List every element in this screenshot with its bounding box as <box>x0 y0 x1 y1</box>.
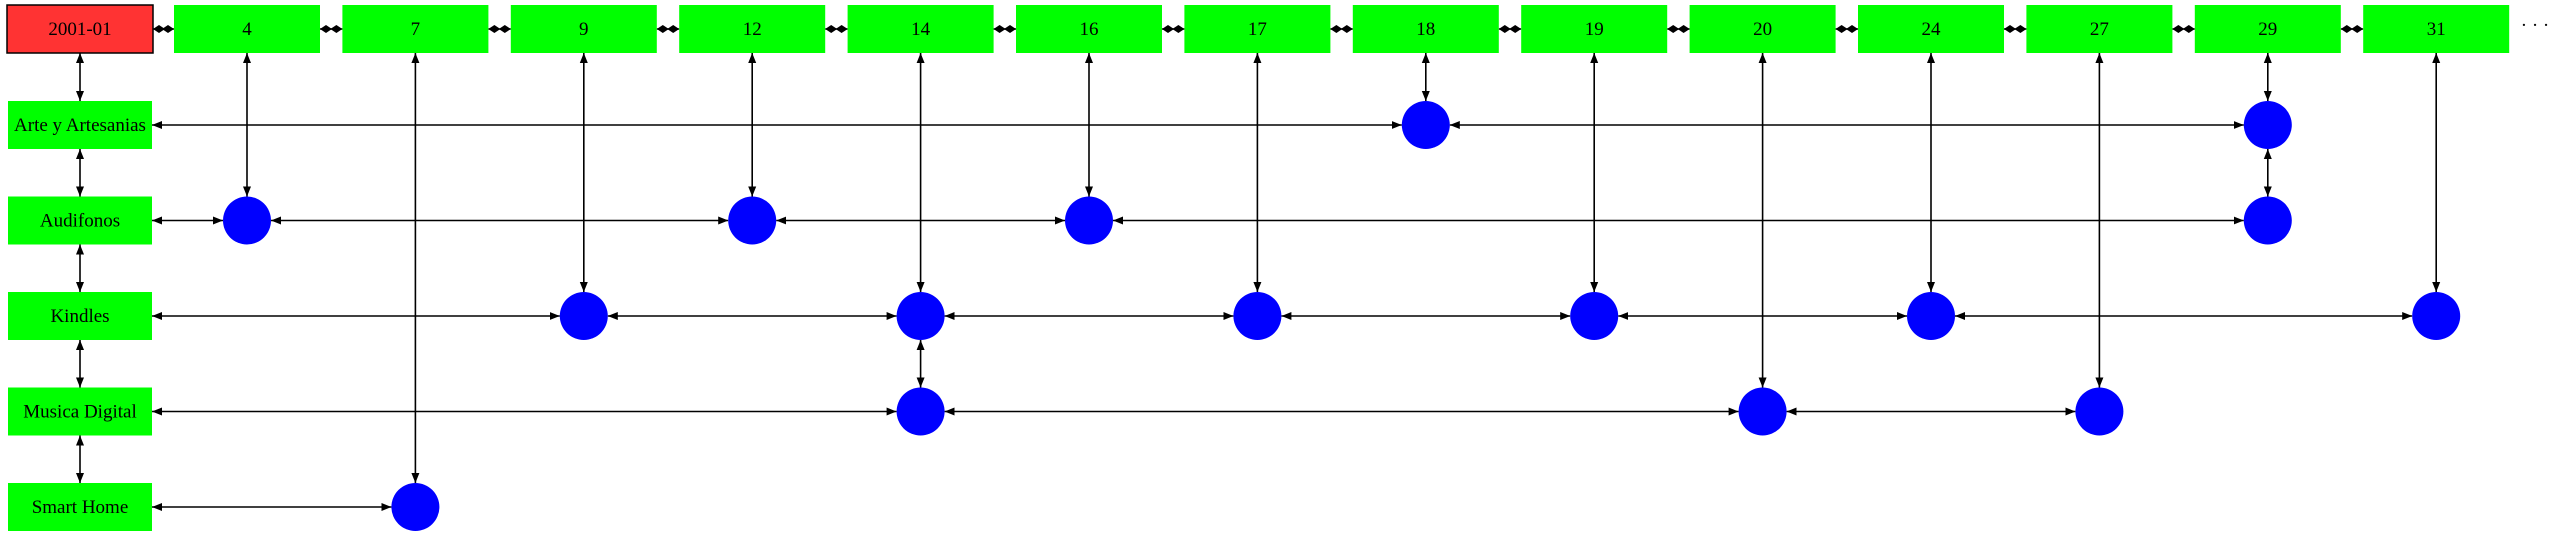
event-node-14-musica-digital <box>896 387 945 436</box>
day-node-label-9: 9 <box>579 19 589 40</box>
day-node-label-14: 14 <box>911 19 931 40</box>
edges-layer <box>76 25 2441 511</box>
continuation-dots: · · · <box>2521 15 2549 36</box>
day-node-20 <box>1689 5 1836 53</box>
event-node-4-audifonos <box>223 196 271 245</box>
category-node-label-kindles: Kindles <box>50 306 109 327</box>
category-node-label-audifonos: Audifonos <box>40 211 120 232</box>
start-node <box>6 4 154 54</box>
category-node-label-musica-digital: Musica Digital <box>23 402 136 423</box>
day-node-12 <box>679 5 826 53</box>
category-node-smart-home <box>8 483 152 531</box>
day-node-label-7: 7 <box>411 19 421 40</box>
category-node-musica-digital <box>8 387 152 436</box>
day-node-18 <box>1352 5 1499 53</box>
event-node-24-kindles <box>1907 292 1955 340</box>
day-node-27 <box>2026 5 2173 53</box>
day-node-7 <box>342 5 489 53</box>
event-node-14-kindles <box>896 292 945 340</box>
day-node-24 <box>1858 5 2004 53</box>
day-node-29 <box>2194 5 2341 53</box>
start-node-label: 2001-01 <box>48 19 111 40</box>
event-node-9-kindles <box>559 292 608 340</box>
event-node-19-kindles <box>1570 292 1619 340</box>
category-node-audifonos <box>8 196 152 245</box>
event-node-18-arte-y-artesanias <box>1401 101 1450 149</box>
day-node-4 <box>174 5 320 53</box>
day-node-9 <box>510 5 657 53</box>
category-node-arte-y-artesanias <box>8 101 152 149</box>
day-node-label-16: 16 <box>1080 19 1099 40</box>
event-node-7-smart-home <box>391 483 440 531</box>
day-node-19 <box>1521 5 1668 53</box>
day-node-17 <box>1184 5 1331 53</box>
event-node-20-musica-digital <box>1738 387 1787 436</box>
event-node-31-kindles <box>2412 292 2461 340</box>
day-node-label-19: 19 <box>1585 19 1604 40</box>
day-node-label-18: 18 <box>1416 19 1435 40</box>
day-node-label-29: 29 <box>2258 19 2277 40</box>
day-node-label-20: 20 <box>1753 19 1772 40</box>
event-node-17-kindles <box>1233 292 1282 340</box>
event-node-27-musica-digital <box>2075 387 2124 436</box>
event-node-29-audifonos <box>2243 196 2292 245</box>
day-node-31 <box>2363 5 2510 53</box>
category-node-label-arte-y-artesanias: Arte y Artesanias <box>14 115 146 136</box>
category-node-label-smart-home: Smart Home <box>32 497 129 518</box>
event-node-16-audifonos <box>1065 196 1113 245</box>
day-node-label-31: 31 <box>2427 19 2446 40</box>
event-node-12-audifonos <box>728 196 777 245</box>
nodes-layer: 2001-01 4 7 9 12 14 16 17 18 19 20 24 27 29 31 Arte y A… <box>6 4 2510 531</box>
category-node-kindles <box>8 292 152 340</box>
day-node-label-27: 27 <box>2090 19 2109 40</box>
event-node-29-arte-y-artesanias <box>2243 101 2292 149</box>
day-node-label-12: 12 <box>743 19 762 40</box>
day-node-label-17: 17 <box>1248 19 1267 40</box>
day-node-14 <box>847 5 994 53</box>
day-node-label-24: 24 <box>1922 19 1942 40</box>
day-node-label-4: 4 <box>242 19 252 40</box>
day-node-16 <box>1016 5 1162 53</box>
